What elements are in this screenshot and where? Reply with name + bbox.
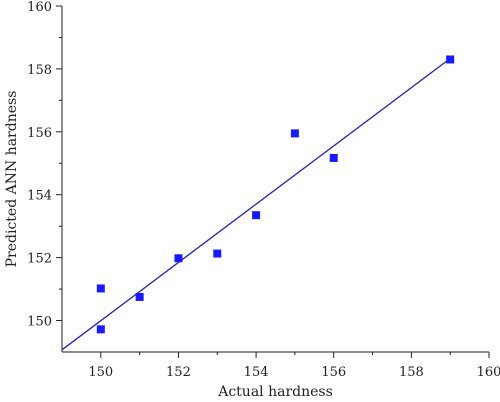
data-point: [213, 249, 222, 258]
axes: [61, 6, 489, 353]
y-tick-label: 158: [27, 63, 52, 78]
x-tick-label: 160: [477, 365, 500, 380]
x-axis-label: Actual hardness: [217, 384, 333, 400]
data-point: [329, 153, 338, 162]
data-point: [135, 292, 144, 301]
y-tick-label: 156: [27, 126, 52, 141]
y-tick-label: 152: [27, 252, 52, 267]
y-tick-label: 150: [27, 315, 52, 330]
data-point: [252, 211, 261, 220]
data-point: [446, 55, 455, 64]
data-point: [96, 325, 105, 334]
x-tick-label: 158: [399, 365, 424, 380]
y-tick-label: 160: [27, 0, 52, 15]
x-tick-label: 154: [244, 365, 269, 380]
data-point: [174, 254, 183, 263]
x-tick-label: 150: [88, 365, 113, 380]
data-point: [290, 129, 299, 138]
y-tick-label: 154: [27, 189, 52, 204]
fit-line-group: [61, 58, 451, 351]
data-point: [96, 284, 105, 293]
data-points: [96, 55, 455, 334]
x-tick-label: 152: [166, 365, 191, 380]
regression-line: [61, 58, 451, 351]
y-axis-label: Predicted ANN hardness: [4, 91, 20, 268]
x-tick-label: 156: [321, 365, 346, 380]
ticks: 150 152 154 156 158 160 150 152 154 156 158 160: [27, 0, 500, 380]
